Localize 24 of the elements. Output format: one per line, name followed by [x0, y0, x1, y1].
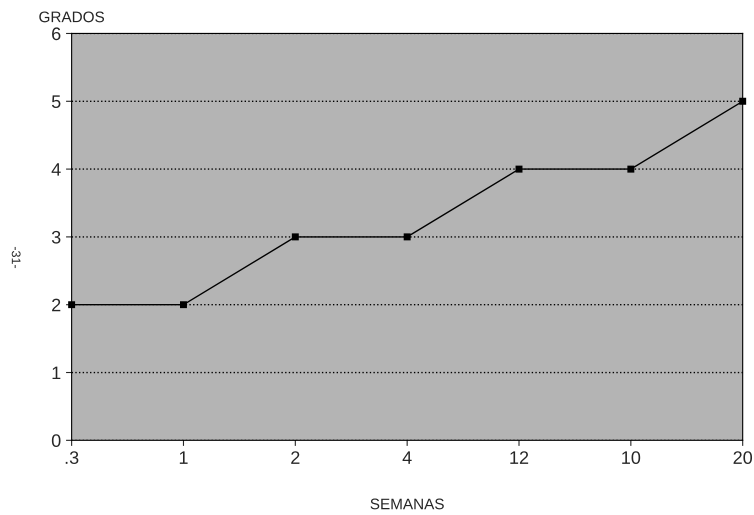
y-tick-label: 0 — [52, 434, 61, 448]
point — [404, 233, 411, 240]
x-tick-label: 10 — [622, 451, 640, 464]
y-tick-label: 4 — [52, 163, 61, 176]
point — [739, 98, 746, 105]
y-tick-label: 1 — [52, 366, 60, 380]
x-tick-label: 4 — [402, 451, 412, 464]
y-tick-label: 2 — [52, 298, 60, 312]
x-axis-title: SEMANAS — [370, 498, 444, 510]
point — [68, 301, 76, 308]
point — [627, 166, 634, 173]
point — [516, 166, 522, 173]
text: -31- — [12, 246, 21, 268]
x-tick-label: 12 — [510, 451, 528, 464]
x-tick-label: .3 — [66, 451, 78, 464]
point — [292, 233, 299, 240]
point — [180, 301, 187, 308]
y-tick-label: 6 — [52, 27, 60, 40]
x-tick-label: 2 — [291, 451, 300, 464]
y-axis-title: GRADOS — [39, 12, 104, 22]
y-tick-label: 5 — [52, 95, 60, 108]
y-tick-label: 3 — [52, 230, 60, 244]
x-tick-label: 20 — [734, 451, 752, 464]
x-tick-label: 1 — [180, 451, 188, 464]
